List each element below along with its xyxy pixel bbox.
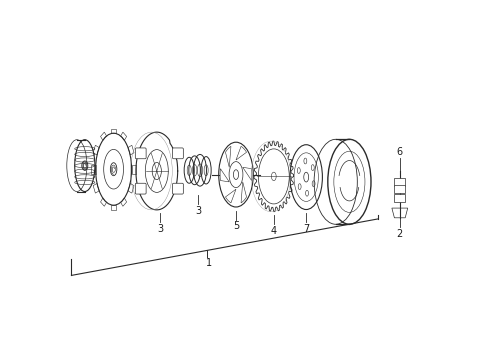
FancyBboxPatch shape (172, 183, 183, 194)
FancyBboxPatch shape (135, 148, 146, 159)
FancyBboxPatch shape (172, 148, 183, 159)
Text: 3: 3 (157, 224, 164, 234)
Text: 1: 1 (206, 258, 212, 268)
Text: 6: 6 (397, 147, 403, 157)
Text: 4: 4 (271, 226, 277, 236)
FancyBboxPatch shape (394, 178, 405, 186)
Text: 3: 3 (195, 206, 201, 216)
FancyBboxPatch shape (394, 185, 405, 193)
FancyBboxPatch shape (135, 183, 146, 194)
Text: 2: 2 (397, 229, 403, 239)
Text: 7: 7 (303, 224, 309, 234)
FancyBboxPatch shape (394, 194, 405, 202)
Text: 5: 5 (233, 221, 239, 231)
